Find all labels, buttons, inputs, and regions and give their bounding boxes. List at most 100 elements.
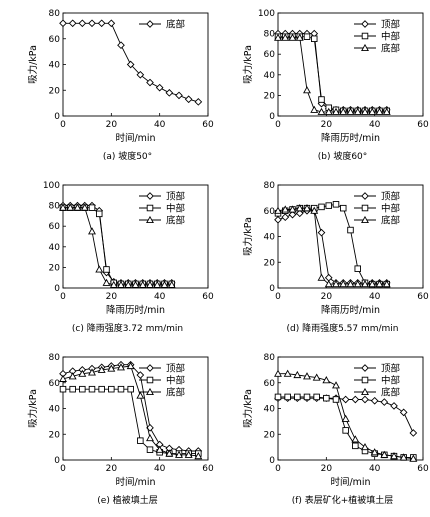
data-point (322, 376, 331, 384)
chart-panel-2: 0 20 40 60 0 20 40 60 80 100 降雨历时/min 吸力/kPa (b) 坡度6… (242, 9, 429, 162)
legend-marker (361, 376, 369, 384)
x-tick-label: 0 (275, 292, 281, 302)
y-tick-label: 20 (49, 86, 61, 96)
data-point (368, 280, 377, 288)
data-point (339, 280, 348, 288)
data-point (288, 205, 297, 213)
data-point (409, 454, 418, 462)
data-point (146, 446, 154, 453)
x-tick-label: 20 (106, 464, 118, 474)
panel-caption: (a) 坡度50° (103, 150, 152, 162)
panel-caption: (e) 植被填土层 (97, 494, 157, 506)
legend-entry: 底部 (139, 215, 185, 227)
x-tick-label: 60 (417, 464, 429, 474)
data-point (332, 107, 340, 115)
data-point (352, 442, 359, 450)
data-point (68, 372, 77, 380)
legend-marker (361, 32, 369, 40)
series-square (274, 33, 390, 115)
data-point (68, 19, 77, 28)
legend-label: 顶部 (381, 19, 400, 31)
y-tick-label: 0 (269, 284, 275, 294)
legend-entry: 底部 (139, 387, 185, 399)
data-point (361, 280, 369, 288)
data-point (274, 215, 282, 224)
legend-entry: 中部 (354, 31, 400, 43)
data-point (281, 33, 290, 41)
legend-label: 中部 (166, 203, 185, 215)
series-diamond (59, 19, 203, 106)
data-point (303, 33, 311, 40)
series-diamond (274, 29, 391, 114)
data-point (380, 450, 389, 458)
legend-marker (361, 43, 369, 52)
legend-label: 中部 (381, 375, 400, 387)
data-point (310, 35, 318, 43)
y-tick-label: 40 (264, 405, 276, 415)
data-point (341, 414, 350, 422)
data-point (295, 204, 304, 212)
y-tick-label: 0 (54, 284, 60, 294)
y-tick-label: 0 (269, 456, 275, 466)
series-line (277, 210, 387, 284)
data-point (138, 280, 147, 288)
data-point (59, 374, 67, 382)
y-axis-label: 吸力/kPa (242, 389, 254, 428)
x-tick-label: 0 (60, 120, 66, 130)
legend-marker (361, 364, 369, 372)
data-point (103, 266, 110, 273)
series-triangle (274, 204, 391, 288)
data-point (354, 265, 361, 272)
data-point (323, 394, 330, 402)
panel-caption: (d) 降雨强度5.57 mm/min (286, 322, 398, 334)
x-tick-label: 0 (60, 464, 66, 474)
x-tick-label: 60 (202, 464, 214, 474)
data-point (283, 369, 292, 377)
data-point (370, 396, 379, 405)
legend-entry: 顶部 (139, 191, 185, 203)
data-point (303, 393, 311, 401)
data-point (117, 385, 125, 393)
plot-frame (277, 12, 424, 117)
data-point (78, 19, 87, 28)
data-point (332, 396, 340, 403)
data-point (390, 402, 398, 410)
data-point (325, 202, 332, 209)
legend-entry: 底部 (354, 387, 400, 399)
legend-marker (146, 204, 154, 212)
y-tick-label: 0 (54, 456, 60, 466)
series-triangle (59, 203, 176, 288)
legend-marker (146, 364, 154, 372)
panel-caption: (f) 表层矿化+植被填土层 (292, 494, 394, 506)
data-point (136, 371, 145, 379)
data-point (88, 368, 96, 376)
data-point (324, 273, 333, 282)
chart-panel-5: 0 20 40 60 0 20 40 60 80 时间/min 吸力/kPa (e) 植被填土层 顶部中… (27, 353, 214, 506)
y-tick-label: 80 (49, 9, 61, 19)
data-point (136, 70, 145, 79)
series-line (63, 388, 199, 455)
data-point (399, 453, 408, 461)
plot-frame (62, 356, 209, 461)
data-point (165, 88, 174, 97)
legend-label: 底部 (381, 387, 400, 399)
data-point (399, 408, 408, 417)
data-point (155, 83, 164, 92)
data-point (295, 33, 304, 41)
legend-marker (361, 387, 369, 396)
data-point (339, 107, 348, 115)
data-point (126, 60, 135, 69)
data-point (95, 210, 103, 218)
data-point (324, 107, 333, 115)
series-triangle (274, 369, 418, 462)
data-point (66, 203, 75, 211)
x-axis-label: 降雨历时/min (321, 304, 380, 316)
y-tick-label: 80 (264, 181, 276, 191)
data-point (194, 98, 203, 106)
data-point (88, 19, 96, 28)
data-point (97, 19, 106, 28)
data-point (382, 280, 391, 288)
y-tick-label: 60 (49, 35, 61, 45)
y-tick-label: 20 (264, 258, 276, 268)
